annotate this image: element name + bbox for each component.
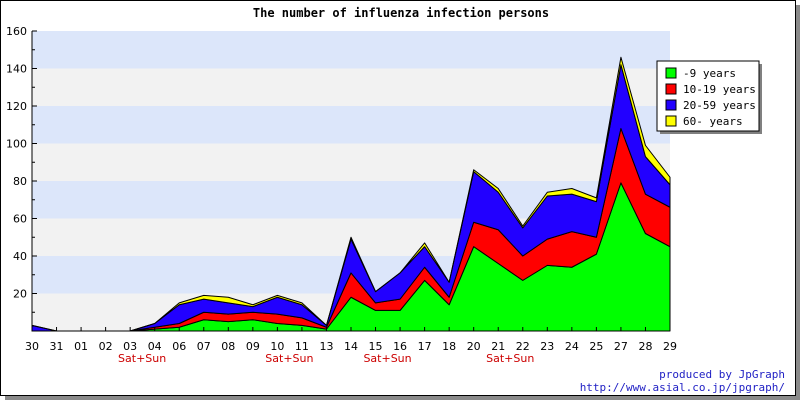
x-tick-label: 20 [467, 340, 481, 353]
axes [31, 30, 671, 332]
x-tick-labels: 30 31 01 02 03 04 06 07 08 09 10 11 13 14 15 16 17 18 20 21… [25, 340, 677, 353]
x-tick-label: 13 [319, 340, 333, 353]
x-tick-label: 23 [540, 340, 554, 353]
x-tick-label: 31 [50, 340, 64, 353]
legend-swatch [665, 99, 677, 111]
y-tick-label: 80 [13, 175, 27, 188]
x-tick-label: 10 [270, 340, 284, 353]
y-tick-label: 120 [6, 100, 27, 113]
x-tick-label: 03 [123, 340, 137, 353]
y-tick-label: 20 [13, 288, 27, 301]
chart-svg: The number of influenza infection person… [6, 6, 762, 365]
y-tick-label: 160 [6, 25, 27, 38]
y-tick-label: 40 [13, 250, 27, 263]
x-tick-label: 22 [516, 340, 530, 353]
grid-band [32, 31, 670, 69]
x-tick-label: 16 [393, 340, 407, 353]
y-tick-label: 140 [6, 63, 27, 76]
x-tick-label: 14 [344, 340, 358, 353]
stacked-areas [31, 56, 671, 332]
grid-band [32, 106, 670, 144]
x-tick-label: 04 [148, 340, 162, 353]
legend-label: -9 years [683, 67, 736, 80]
legend: -9 years 10-19 years 20-59 years 60- years [656, 60, 762, 134]
x-tick-label: 11 [295, 340, 309, 353]
x-tick-label: 08 [221, 340, 235, 353]
weekend-annotation: Sat+Sun [118, 352, 166, 365]
x-tick-label: 27 [614, 340, 628, 353]
grid-band [32, 143, 670, 181]
area-series-4 [31, 56, 671, 332]
x-tick-label: 09 [246, 340, 260, 353]
credit-line-2: http://www.asial.co.jp/jpgraph/ [579, 381, 785, 394]
y-tick-labels: 20 40 60 80 100 120 140 160 [6, 25, 27, 301]
x-tick-label: 07 [197, 340, 211, 353]
x-tick-label: 15 [369, 340, 383, 353]
legend-swatch [665, 115, 677, 127]
legend-label: 60- years [683, 115, 743, 128]
weekend-annotations: Sat+Sun Sat+Sun Sat+Sun Sat+Sun [118, 352, 534, 365]
legend-swatch [665, 67, 677, 79]
x-tick-label: 18 [442, 340, 456, 353]
credit-line-1: produced by JpGraph [659, 368, 785, 381]
weekend-annotation: Sat+Sun [363, 352, 411, 365]
legend-label: 20-59 years [683, 99, 756, 112]
x-tick-label: 21 [491, 340, 505, 353]
x-tick-label: 17 [418, 340, 432, 353]
x-tick-label: 25 [589, 340, 603, 353]
legend-swatch [665, 83, 677, 95]
x-tick-label: 02 [99, 340, 113, 353]
legend-label: 10-19 years [683, 83, 756, 96]
weekend-annotation: Sat+Sun [486, 352, 534, 365]
x-tick-label: 24 [565, 340, 579, 353]
weekend-annotation: Sat+Sun [265, 352, 313, 365]
x-tick-label: 06 [172, 340, 186, 353]
y-tick-label: 60 [13, 213, 27, 226]
x-tick-label: 30 [25, 340, 39, 353]
chart-title: The number of influenza infection person… [253, 6, 549, 20]
x-tick-label: 01 [74, 340, 88, 353]
y-tick-label: 100 [6, 138, 27, 151]
x-tick-label: 28 [638, 340, 652, 353]
x-tick-label: 29 [663, 340, 677, 353]
grid-band [32, 68, 670, 106]
